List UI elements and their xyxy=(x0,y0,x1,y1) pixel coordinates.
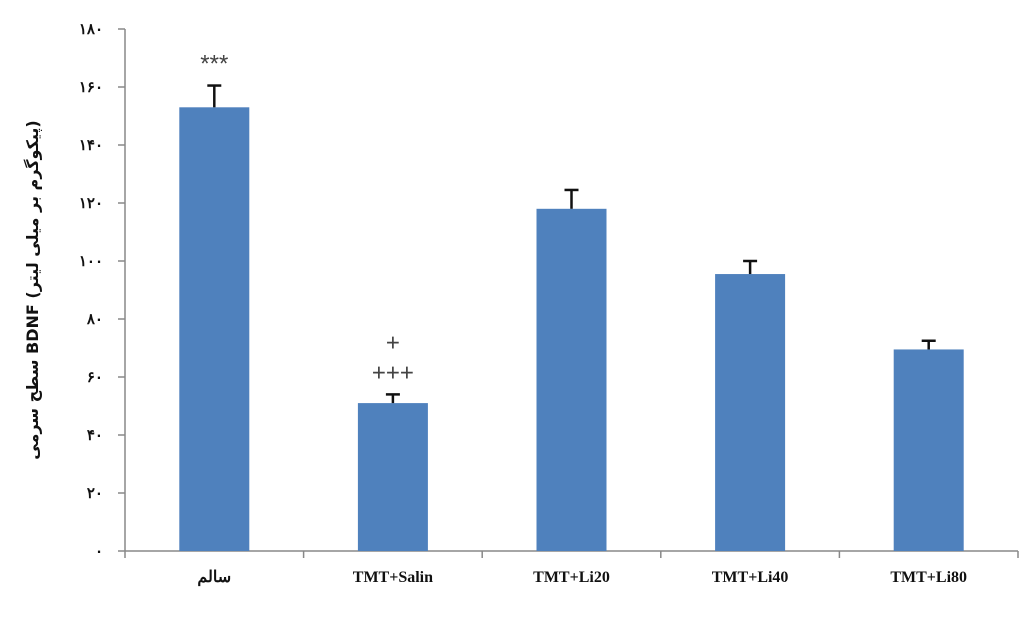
y-tick-label: ۱۴۰ xyxy=(79,138,103,154)
y-tick-label: ۱۲۰ xyxy=(79,196,103,212)
y-tick-label: ۲۰ xyxy=(87,486,103,502)
y-axis-ticks: ۰ ۲۰ ۴۰ ۶۰ ۸۰ ۱۰۰ ۱۲۰ ۱۴۰ ۱۶۰ ۱۸۰ xyxy=(79,22,125,560)
bar xyxy=(893,349,964,551)
x-category-label: TMT+Salin xyxy=(353,569,433,586)
bars xyxy=(179,107,964,552)
y-tick-label: ۱۶۰ xyxy=(79,80,103,96)
significance-marker: +++ xyxy=(372,359,414,386)
y-tick-label: ۴۰ xyxy=(87,428,103,444)
x-category-label: TMT+Li20 xyxy=(533,569,610,586)
bar xyxy=(179,107,250,552)
bar xyxy=(357,403,428,551)
y-tick-label: ۶۰ xyxy=(87,370,103,386)
x-category-label: TMT+Li80 xyxy=(890,569,967,586)
significance-marker: *** xyxy=(200,51,228,78)
y-tick-label: ۰ xyxy=(95,544,103,560)
significance-annotations: ***++++ xyxy=(200,51,414,387)
significance-marker: + xyxy=(386,329,400,356)
bar xyxy=(715,274,786,551)
x-axis-labels: سالم TMT+Salin TMT+Li20 TMT+Li40 TMT+Li80 xyxy=(197,569,967,587)
bar xyxy=(536,208,607,552)
x-category-label: TMT+Li40 xyxy=(712,569,789,586)
x-category-label: سالم xyxy=(197,569,231,587)
y-tick-label: ۱۸۰ xyxy=(79,22,103,38)
error-bars xyxy=(207,84,936,404)
y-tick-label: ۱۰۰ xyxy=(79,254,103,270)
y-tick-label: ۸۰ xyxy=(86,312,103,328)
y-axis-label: سطح سرمی BDNF (پیکوگرم بر میلی لیتر) xyxy=(23,120,43,459)
